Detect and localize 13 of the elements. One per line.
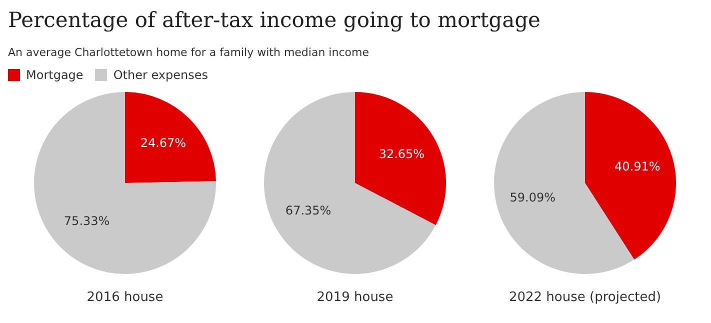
legend-label: Other expenses <box>113 68 208 82</box>
data-label: 67.35% <box>285 203 332 218</box>
data-label: 32.65% <box>378 146 425 161</box>
data-label: 40.91% <box>614 160 660 174</box>
data-label: 59.09% <box>510 190 556 205</box>
text: 2022 house (projected) <box>508 290 662 305</box>
data-label: 75.33% <box>64 214 110 228</box>
text: 2016 house <box>86 290 164 305</box>
text: 2019 house <box>316 290 394 305</box>
chart-subtitle: An average Charlottetown home for a family with median income <box>8 46 369 59</box>
data-label: 24.67% <box>140 136 186 150</box>
text: Percentage of after-tax income going to mortgage <box>8 8 540 32</box>
legend-label: Mortgage <box>26 68 84 82</box>
